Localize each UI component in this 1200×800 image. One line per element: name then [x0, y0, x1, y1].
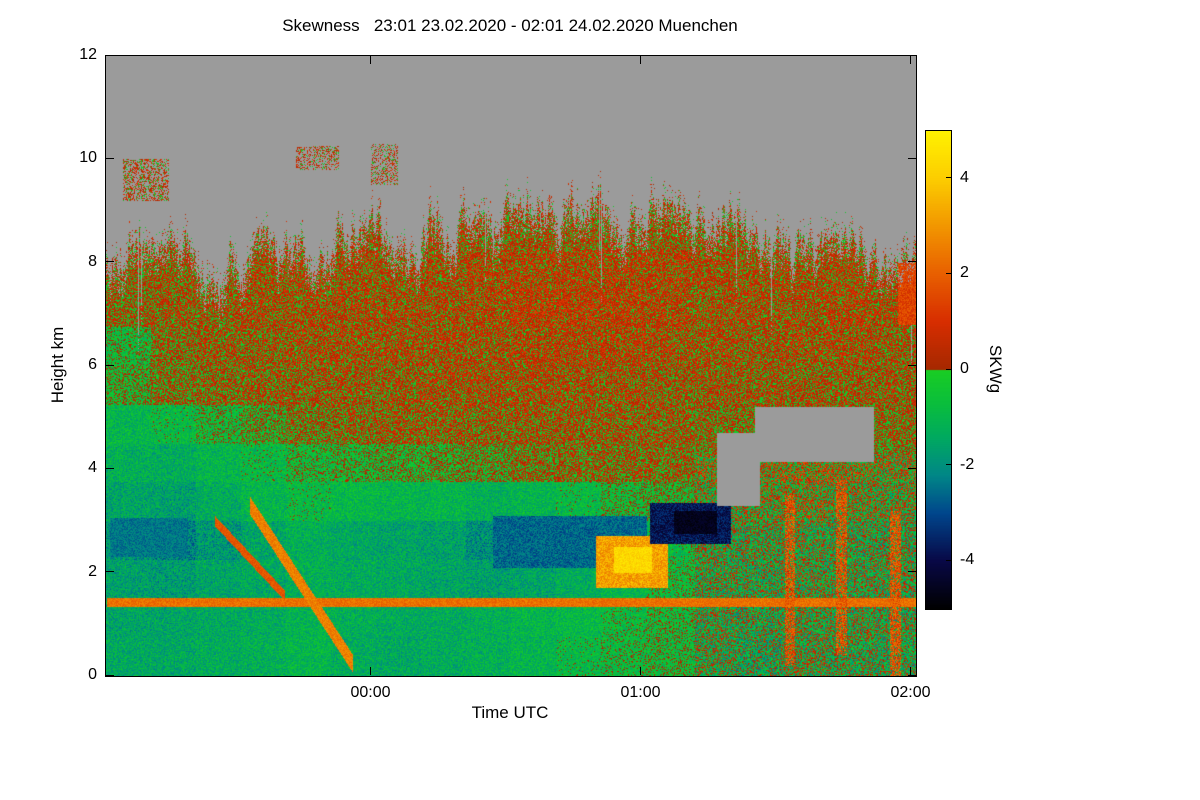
y-tick-label: 12: [79, 46, 97, 63]
y-tick-label: 10: [79, 149, 97, 167]
y-tick-mark: [106, 157, 114, 159]
x-tick-label: 01:00: [620, 684, 661, 701]
colorbar-tick-mark: [946, 559, 951, 561]
colorbar-tick-label: 4: [960, 168, 969, 186]
x-tick-mark: [369, 667, 371, 675]
colorbar-tick-mark: [946, 368, 951, 370]
y-tick-mark: [106, 261, 114, 263]
colorbar-label: SKWg: [986, 344, 1005, 394]
y-tick-mark-right: [908, 467, 916, 469]
y-tick-mark-right: [908, 157, 916, 159]
y-tick-label: 2: [88, 562, 97, 580]
x-tick-mark-top: [909, 56, 911, 64]
y-tick-mark: [106, 364, 114, 366]
y-tick-mark: [106, 674, 114, 676]
colorbar-tick-label: 2: [960, 264, 969, 282]
y-tick-mark-right: [908, 54, 916, 56]
plot-title: Skewness 23:01 23.02.2020 - 02:01 24.02.…: [282, 16, 738, 35]
x-tick-label: 02:00: [890, 684, 931, 701]
colorbar-tick-label: 0: [960, 360, 969, 377]
y-tick-mark: [106, 571, 114, 573]
x-tick-mark: [909, 667, 911, 675]
y-tick-label: 6: [88, 356, 97, 373]
y-tick-mark: [106, 467, 114, 469]
colorbar-tick-mark: [946, 272, 951, 274]
heatmap-plot-area: [105, 55, 917, 677]
x-tick-mark-top: [369, 56, 371, 64]
colorbar: [925, 130, 952, 610]
colorbar-canvas: [926, 131, 951, 609]
colorbar-tick-mark: [946, 464, 951, 466]
x-tick-mark-top: [639, 56, 641, 64]
x-tick-label: 00:00: [350, 684, 391, 701]
x-tick-mark: [639, 667, 641, 675]
y-tick-mark-right: [908, 571, 916, 573]
y-tick-label: 4: [88, 459, 97, 477]
colorbar-tick-label: -4: [960, 551, 975, 569]
y-tick-mark-right: [908, 674, 916, 676]
y-tick-label: 0: [88, 666, 97, 683]
y-tick-label: 8: [88, 252, 97, 270]
y-tick-mark-right: [908, 261, 916, 263]
y-tick-mark-right: [908, 364, 916, 366]
y-tick-mark: [106, 54, 114, 56]
x-axis-label: Time UTC: [471, 703, 549, 722]
heatmap-canvas: [106, 56, 916, 676]
colorbar-tick-label: -2: [960, 455, 975, 473]
colorbar-tick-mark: [946, 177, 951, 179]
